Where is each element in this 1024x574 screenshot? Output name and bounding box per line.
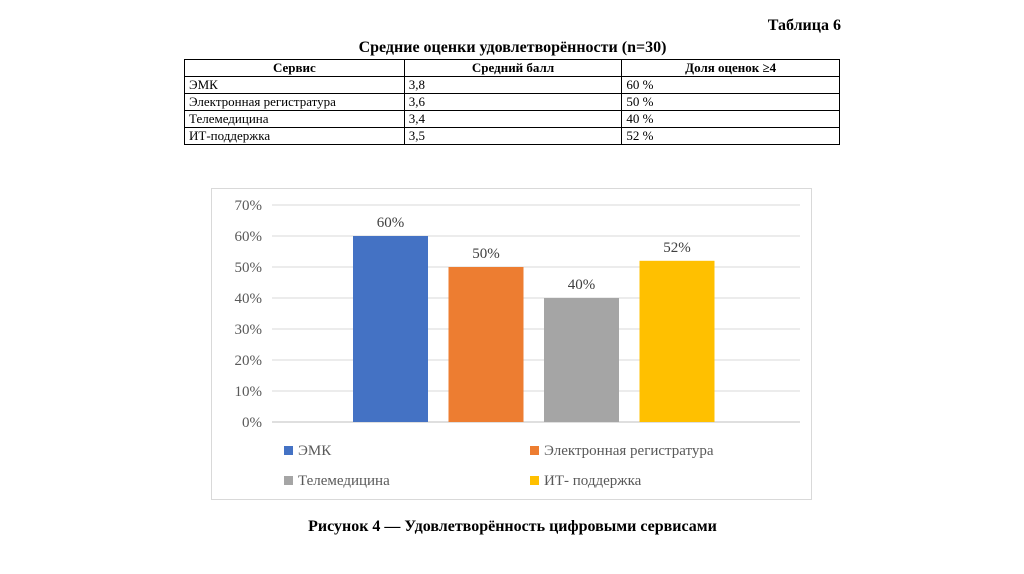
y-tick-label: 10% <box>235 384 263 400</box>
legend-swatch <box>530 446 539 455</box>
table-cell: 40 % <box>621 110 840 128</box>
legend-label: ЭМК <box>298 443 332 459</box>
satisfaction-table: Сервис Средний балл Доля оценок ≥4 ЭМК 3… <box>184 59 840 145</box>
data-label: 60% <box>377 215 405 231</box>
legend-swatch <box>284 476 293 485</box>
data-label: 40% <box>568 277 596 293</box>
bar-chart: 0% 10% 20% 30% 40% 50% 60% 70% 60% 50% 40% 52% ЭМК Эл… <box>235 198 800 489</box>
y-tick-label: 0% <box>242 415 262 431</box>
bar <box>639 260 715 422</box>
chart-frame: 0% 10% 20% 30% 40% 50% 60% 70% 60% 50% 40% 52% ЭМК Эл… <box>211 188 812 500</box>
table-header-cell: Средний балл <box>403 59 623 77</box>
table-number: Таблица 6 <box>767 17 841 34</box>
legend-label: ИТ- поддержка <box>544 473 642 489</box>
legend-label: Электронная регистратура <box>544 443 714 459</box>
table-cell: 50 % <box>621 93 840 111</box>
table-cell: Телемедицина <box>184 110 405 128</box>
data-label: 50% <box>472 246 500 262</box>
data-label: 52% <box>663 240 691 256</box>
table-header-cell: Сервис <box>184 59 405 77</box>
y-tick-label: 60% <box>235 229 263 245</box>
table-row: Электронная регистратура 3,6 50 % <box>184 93 840 111</box>
y-tick-label: 50% <box>235 260 263 276</box>
bar <box>353 236 428 422</box>
table-cell: 52 % <box>621 127 840 145</box>
table-header-row: Сервис Средний балл Доля оценок ≥4 <box>184 59 840 77</box>
table-cell: ИТ-поддержка <box>184 127 405 145</box>
y-tick-label: 40% <box>235 291 263 307</box>
table-cell: 3,5 <box>403 127 623 145</box>
table-title: Средние оценки удовлетворённости (n=30) <box>358 39 667 56</box>
table-cell: 60 % <box>621 76 840 94</box>
y-tick-label: 20% <box>235 353 263 369</box>
bar <box>448 267 524 422</box>
y-tick-label: 30% <box>235 322 263 338</box>
table-row: ЭМК 3,8 60 % <box>184 76 840 94</box>
legend-swatch <box>284 446 293 455</box>
legend-label: Телемедицина <box>298 473 390 489</box>
table-cell: 3,8 <box>403 76 623 94</box>
table-cell: 3,6 <box>403 93 623 111</box>
legend-swatch <box>530 476 539 485</box>
table-header-cell: Доля оценок ≥4 <box>621 59 840 77</box>
table-cell: ЭМК <box>184 76 405 94</box>
table-row: Телемедицина 3,4 40 % <box>184 110 840 128</box>
bar <box>544 298 619 422</box>
figure-caption: Рисунок 4 — Удовлетворённость цифровыми … <box>308 518 717 535</box>
table-cell: 3,4 <box>403 110 623 128</box>
table-row: ИТ-поддержка 3,5 52 % <box>184 127 840 145</box>
y-tick-label: 70% <box>235 198 263 214</box>
table-cell: Электронная регистратура <box>184 93 405 111</box>
